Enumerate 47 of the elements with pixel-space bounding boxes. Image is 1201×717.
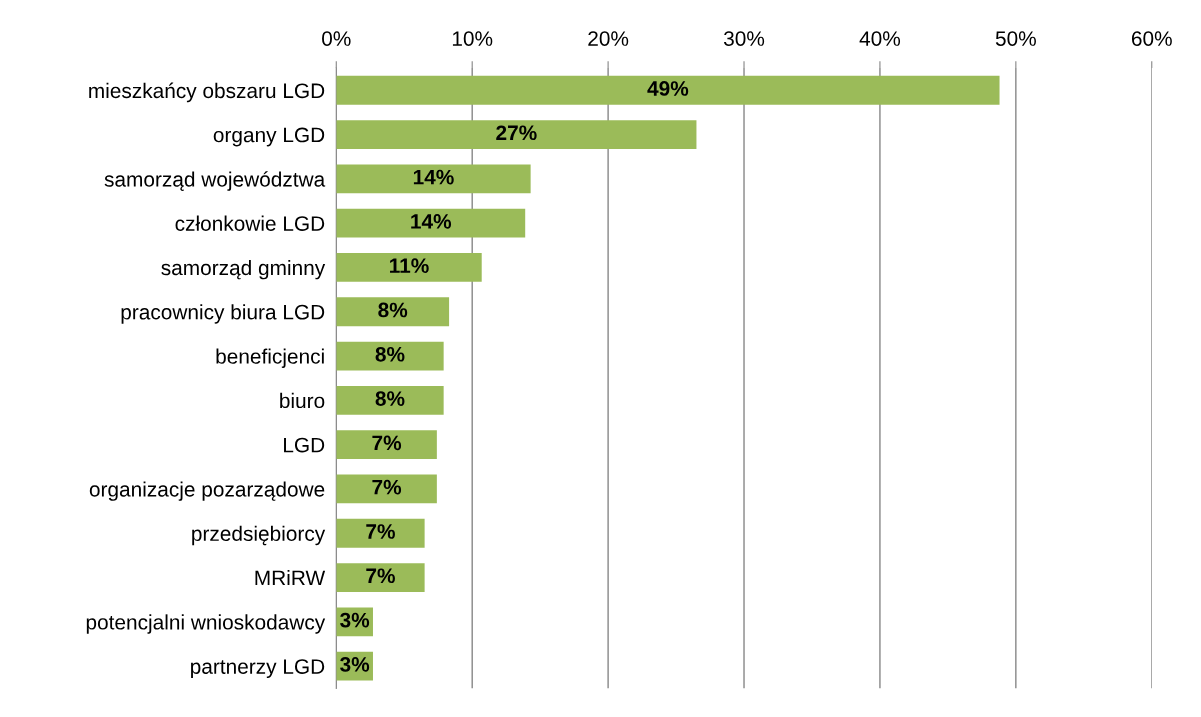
x-tick-label: 10% <box>452 31 493 46</box>
y-tick-label: biuro <box>280 392 325 409</box>
data-label: 11% <box>390 258 429 274</box>
y-tick-label: samorząd gminny <box>161 259 326 280</box>
y-tick-label: beneficjenci <box>216 348 324 368</box>
data-label: 49% <box>647 81 689 96</box>
data-label: 8% <box>378 302 408 318</box>
y-tick-label: LGD <box>284 437 325 453</box>
y-tick-label: organy LGD <box>213 127 325 147</box>
data-label: 7% <box>372 435 402 451</box>
y-tick-label: przedsiębiorcy <box>192 525 326 546</box>
bar <box>336 253 482 282</box>
data-label: 7% <box>366 524 395 539</box>
data-label: 3% <box>340 657 370 672</box>
x-tick-label: 50% <box>995 31 1036 46</box>
data-label: 7% <box>372 479 402 495</box>
y-tick-label: mieszkańcy obszaru LGD <box>89 82 325 103</box>
data-label: 3% <box>340 612 370 628</box>
y-tick-label: partnerzy LGD <box>191 659 325 679</box>
y-tick-label: członkowie LGD <box>175 215 325 231</box>
y-tick-label: potencjalni wnioskodawcy <box>86 614 326 634</box>
bar <box>336 297 450 327</box>
data-label: 8% <box>375 391 405 406</box>
y-tick-label: samorząd województwa <box>104 171 326 191</box>
x-tick-label: 40% <box>859 31 901 46</box>
y-tick-label: organizacje pozarządowe <box>89 481 325 501</box>
bar <box>336 164 531 194</box>
data-label: 7% <box>366 568 395 584</box>
y-tick-label: MRiRW <box>255 570 326 586</box>
x-tick-label: 0% <box>322 31 351 46</box>
bar <box>336 518 425 548</box>
bar <box>336 75 1000 105</box>
data-label: 14% <box>411 214 452 229</box>
bar <box>336 208 526 238</box>
bar <box>336 120 697 149</box>
x-tick-label: 30% <box>723 31 765 46</box>
bar <box>336 430 437 460</box>
bar <box>336 385 444 415</box>
y-tick-label: pracownicy biura LGD <box>121 304 325 324</box>
bar <box>336 474 437 504</box>
data-label: 27% <box>496 125 537 141</box>
bar <box>336 341 444 371</box>
x-tick-label: 60% <box>1131 31 1172 46</box>
bar <box>336 563 425 592</box>
data-label: 8% <box>375 346 405 362</box>
x-tick-label: 20% <box>588 31 629 46</box>
data-label: 14% <box>413 169 454 185</box>
